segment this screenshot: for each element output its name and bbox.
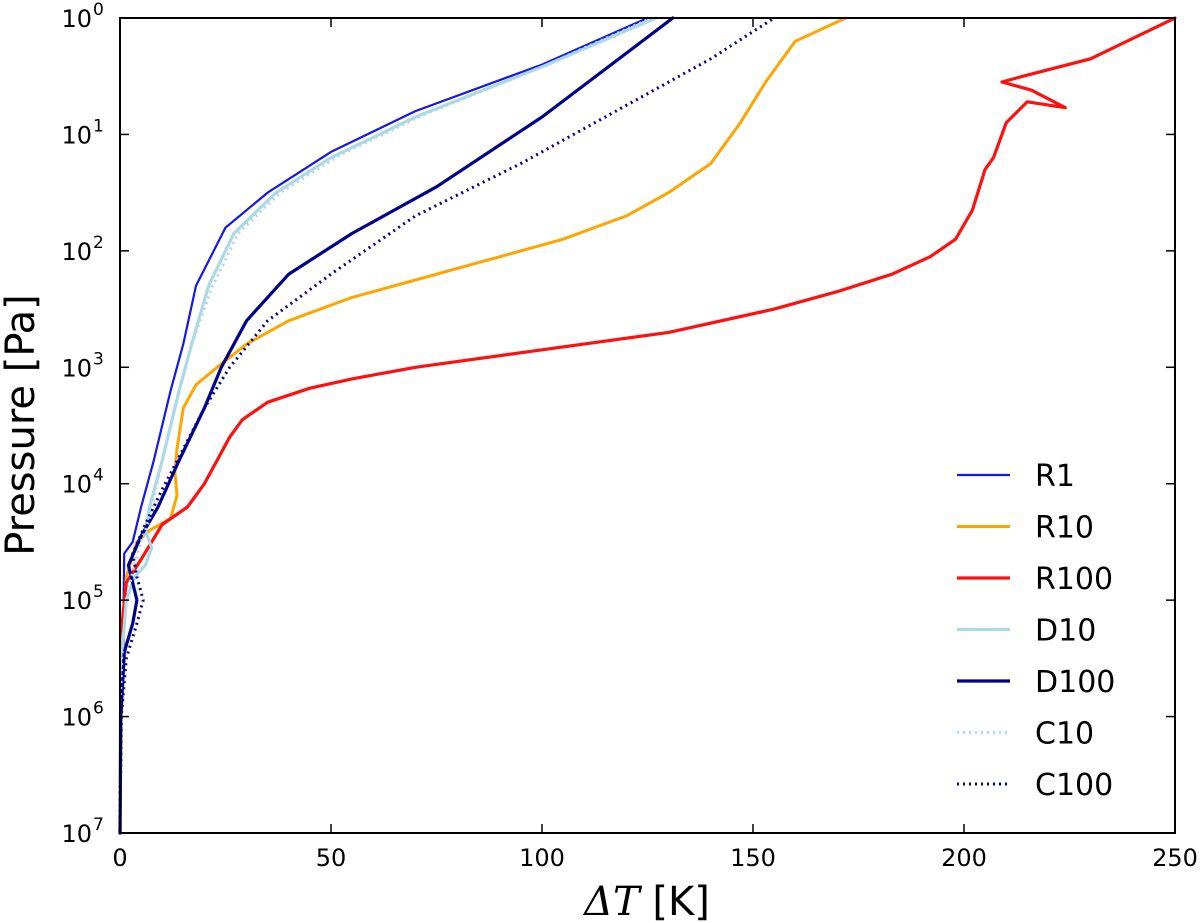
legend-label-c10: C10 xyxy=(1035,717,1094,752)
plot-frame xyxy=(119,17,1176,834)
y-tick-exponent: 3 xyxy=(93,349,104,369)
y-tick-label: 10 xyxy=(61,5,92,33)
y-tick-exponent: 0 xyxy=(93,0,104,20)
y-tick-exponent: 7 xyxy=(93,815,104,835)
x-tick-label: 50 xyxy=(316,844,347,872)
x-axis-unit: [K] xyxy=(652,879,709,923)
series-line-c100 xyxy=(118,16,775,834)
y-tick-label: 10 xyxy=(61,820,92,848)
y-tick-exponent: 5 xyxy=(93,582,104,602)
y-tick-exponent: 1 xyxy=(93,116,104,136)
y-axis-title: Pressure [Pa] xyxy=(0,294,44,556)
legend-label-c100: C100 xyxy=(1035,768,1113,803)
plot-background xyxy=(120,18,1175,833)
y-tick-label: 10 xyxy=(61,238,92,266)
y-tick-label: 10 xyxy=(61,354,92,382)
y-tick-exponent: 6 xyxy=(93,699,104,719)
legend-label-d100: D100 xyxy=(1035,665,1115,700)
legend-label-r1: R1 xyxy=(1035,459,1075,494)
y-tick-label: 10 xyxy=(61,587,92,615)
legend: R1 R10 R100 D10 D100 C10 C100 xyxy=(957,459,1115,803)
x-tick-labels: 0 50 100 150 200 250 xyxy=(112,844,1198,872)
x-tick-label: 200 xyxy=(941,844,987,872)
x-axis-symbol: ΔT xyxy=(582,879,643,923)
legend-label-r10: R10 xyxy=(1035,511,1094,546)
x-tick-label: 0 xyxy=(112,844,127,872)
y-tick-exponent: 4 xyxy=(93,466,104,486)
legend-label-r100: R100 xyxy=(1035,562,1113,597)
y-tick-label: 10 xyxy=(61,704,92,732)
x-tick-label: 250 xyxy=(1152,844,1198,872)
y-tick-exponent: 2 xyxy=(93,233,104,253)
legend-label-d10: D10 xyxy=(1035,614,1096,649)
y-tick-label: 10 xyxy=(61,121,92,149)
x-tick-label: 150 xyxy=(730,844,776,872)
y-tick-label: 10 xyxy=(61,471,92,499)
series-line-r100 xyxy=(118,16,1177,835)
x-axis-title: ΔT [K] xyxy=(582,879,710,923)
x-tick-label: 100 xyxy=(519,844,565,872)
series-line-d100 xyxy=(118,16,675,835)
